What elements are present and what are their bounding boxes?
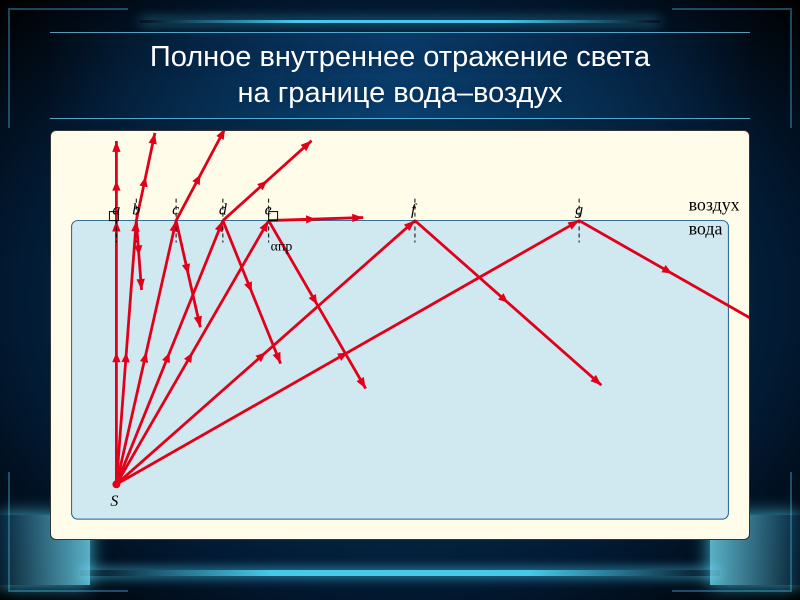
svg-text:c: c	[172, 202, 179, 219]
svg-text:f: f	[411, 202, 418, 219]
svg-text:a: a	[112, 202, 120, 219]
svg-text:воздух: воздух	[689, 195, 740, 215]
title-line-2: на границе вода–воздух	[238, 77, 563, 109]
tir-diagram: abcdefgSαпрвоздухвода	[51, 131, 749, 539]
svg-text:b: b	[132, 202, 140, 219]
svg-text:g: g	[575, 202, 583, 219]
svg-text:S: S	[110, 493, 118, 510]
slide-title: Полное внутреннее отражение света на гра…	[50, 32, 750, 119]
title-line-1: Полное внутреннее отражение света	[150, 41, 650, 73]
svg-text:d: d	[219, 202, 227, 219]
svg-text:αпр: αпр	[271, 239, 293, 254]
diagram-container: abcdefgSαпрвоздухвода	[50, 130, 750, 540]
svg-text:вода: вода	[689, 218, 723, 238]
